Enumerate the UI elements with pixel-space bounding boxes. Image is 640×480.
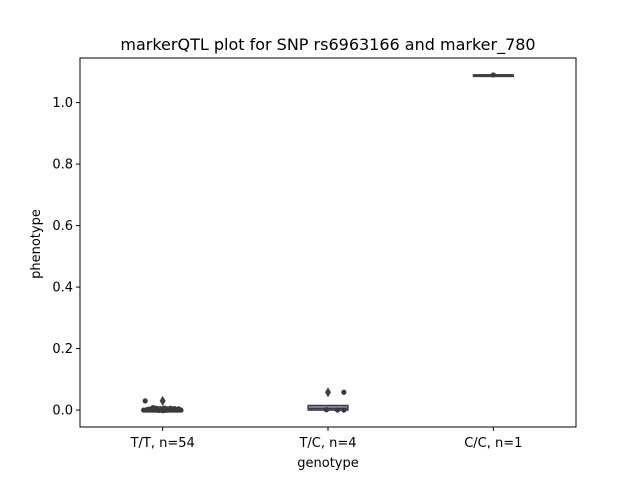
y-tick-label: 0.4 xyxy=(52,281,73,296)
data-point xyxy=(171,407,177,413)
chart-title: markerQTL plot for SNP rs6963166 and mar… xyxy=(120,35,535,55)
y-axis-label: phenotype xyxy=(29,209,44,279)
data-point xyxy=(341,407,347,413)
y-tick-label: 1.0 xyxy=(52,96,73,111)
x-axis-ticks: T/T, n=54 T/C, n=4 C/C, n=1 xyxy=(130,427,522,451)
y-tick-label: 0.0 xyxy=(52,404,73,419)
chart-marks xyxy=(141,72,514,414)
box-outlier-marker xyxy=(159,395,166,406)
data-point xyxy=(175,407,181,413)
data-point xyxy=(150,407,156,413)
data-point xyxy=(341,389,347,395)
data-point xyxy=(323,407,330,413)
data-point xyxy=(146,407,152,413)
y-tick-label: 0.2 xyxy=(52,342,73,357)
x-axis-label: genotype xyxy=(297,456,358,471)
y-tick-label: 0.6 xyxy=(52,219,73,234)
data-point xyxy=(142,398,148,404)
x-tick-label: T/C, n=4 xyxy=(298,436,356,451)
x-tick-label: C/C, n=1 xyxy=(464,436,522,451)
x-tick-label: T/T, n=54 xyxy=(130,436,195,451)
data-point xyxy=(156,407,162,413)
data-point xyxy=(160,408,166,414)
box-outlier-marker xyxy=(325,387,331,398)
data-point xyxy=(490,72,496,78)
y-axis-ticks: 0.0 0.2 0.4 0.6 0.8 1.0 xyxy=(52,96,80,419)
y-tick-label: 0.8 xyxy=(52,158,73,173)
data-point xyxy=(334,407,341,413)
